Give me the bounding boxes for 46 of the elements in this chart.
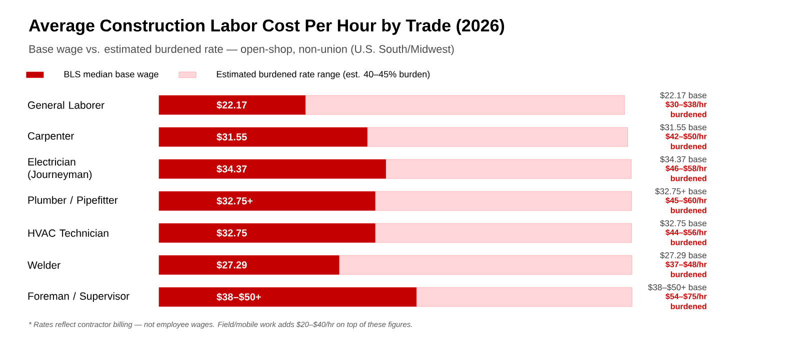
data-label: $22.17 — [216, 100, 247, 110]
bar — [305, 95, 625, 115]
text: $42–$50/hr burdened — [666, 133, 707, 150]
text: $22.17 base — [660, 92, 706, 99]
text: $32.75 base — [660, 220, 706, 227]
text: $31.55 base — [660, 124, 706, 131]
text: $32.75+ base — [655, 188, 706, 195]
data-label: $27.29 — [216, 260, 247, 270]
chart-subtitle: Base wage vs. estimated burdened rate — open-shop, non-union (U.S. South/Midwest) — [29, 44, 454, 56]
text: $38–$50+ base — [648, 284, 706, 291]
bar — [158, 255, 340, 275]
text: $45–$60/hr burdened — [666, 197, 707, 214]
y-tick-label: Welder — [28, 261, 60, 269]
bar — [158, 159, 386, 179]
bar — [158, 287, 416, 307]
text: $44–$56/hr burdened — [666, 229, 707, 246]
data-label: $38–$50+ — [216, 292, 261, 302]
text: $27.29 base — [660, 252, 706, 259]
bar — [158, 223, 376, 243]
text: $37–$48/hr burdened — [666, 261, 707, 278]
y-tick-label: Plumber / Pipefitter — [28, 196, 118, 206]
bar — [338, 255, 632, 275]
text: $54–$75/hr burdened — [666, 293, 707, 310]
legend-label: Estimated burdened rate range (est. 40–45% burden) — [216, 70, 430, 80]
bar — [158, 95, 306, 115]
data-label: $32.75 — [216, 228, 247, 238]
bar — [386, 159, 632, 179]
bar — [374, 191, 632, 211]
bar — [416, 287, 632, 307]
legend-label: BLS median base wage — [64, 70, 158, 80]
bar — [374, 223, 632, 243]
data-label: $34.37 — [216, 164, 247, 174]
data-label: $32.75+ — [216, 196, 253, 206]
y-tick-label: HVAC Technician — [28, 229, 108, 237]
text: $34.37 base — [660, 156, 706, 163]
y-tick-label: Electrician (Journeyman) — [28, 158, 92, 180]
bar — [158, 127, 368, 147]
y-tick-label: General Laborer — [28, 101, 104, 109]
y-tick-label: Carpenter — [28, 132, 74, 142]
chart-title: Average Construction Labor Cost Per Hour by Trade (2026) — [28, 19, 504, 35]
y-tick-label: Foreman / Supervisor — [28, 292, 130, 302]
bar — [366, 127, 628, 147]
text: $46–$58/hr burdened — [666, 165, 707, 182]
bar — [158, 191, 376, 211]
data-label: $31.55 — [216, 132, 247, 142]
text: $30–$38/hr burdened — [666, 101, 707, 118]
